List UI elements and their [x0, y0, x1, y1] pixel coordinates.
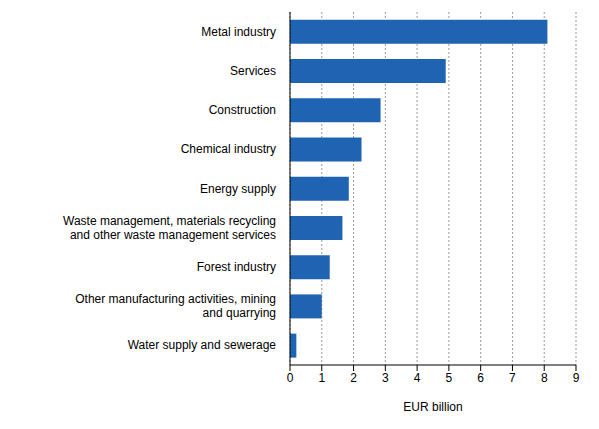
svg-text:Metal industry: Metal industry: [201, 25, 276, 39]
svg-text:7: 7: [509, 371, 516, 385]
svg-text:Other manufacturing activities: Other manufacturing activities, miningan…: [75, 292, 276, 320]
svg-text:8: 8: [541, 371, 548, 385]
svg-text:Chemical industry: Chemical industry: [181, 142, 276, 156]
svg-text:Energy supply: Energy supply: [200, 182, 276, 196]
svg-text:Water supply and sewerage: Water supply and sewerage: [128, 338, 277, 352]
svg-text:9: 9: [573, 371, 580, 385]
svg-text:1: 1: [318, 371, 325, 385]
svg-text:Services: Services: [230, 64, 276, 78]
svg-text:Construction: Construction: [209, 103, 276, 117]
svg-text:5: 5: [446, 371, 453, 385]
svg-text:2: 2: [350, 371, 357, 385]
svg-text:3: 3: [382, 371, 389, 385]
svg-text:Forest industry: Forest industry: [197, 260, 276, 274]
svg-text:6: 6: [477, 371, 484, 385]
svg-text:4: 4: [414, 371, 421, 385]
svg-text:0: 0: [287, 371, 294, 385]
svg-text:EUR billion: EUR billion: [403, 400, 462, 414]
svg-text:Waste management, materials re: Waste management, materials recyclingand…: [63, 214, 276, 242]
